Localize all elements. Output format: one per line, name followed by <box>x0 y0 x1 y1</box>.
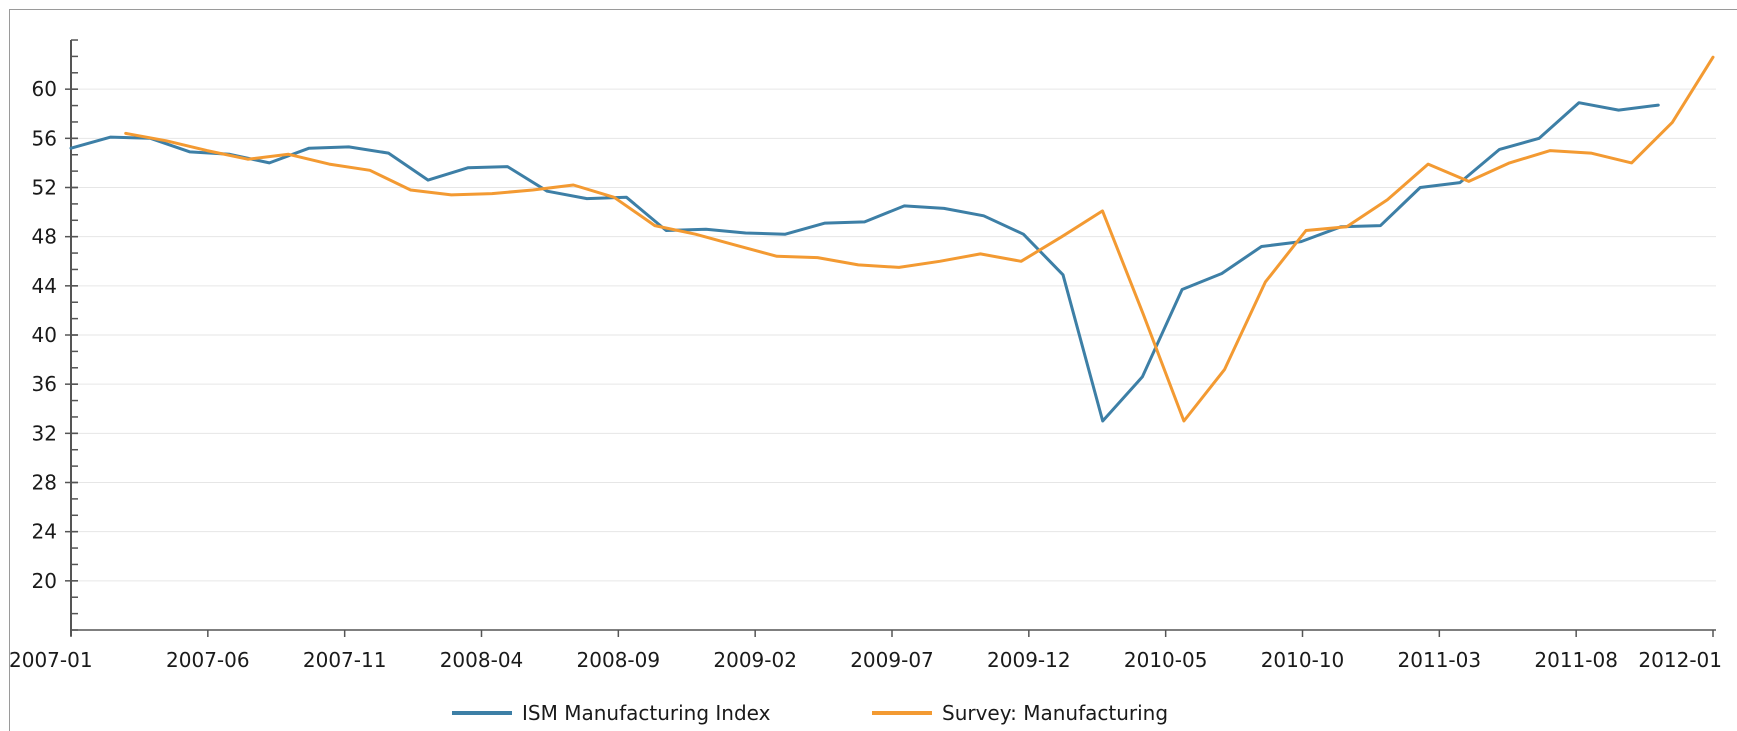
series-line-2 <box>124 55 1715 423</box>
series-line-1 <box>69 101 1660 423</box>
legend: ISM Manufacturing Index Survey: Manufactu… <box>452 701 1168 725</box>
x-tick-label: 2008-04 <box>440 648 524 672</box>
legend-label-2: Survey: Manufacturing <box>942 701 1168 725</box>
x-tick-label: 2009-02 <box>713 648 797 672</box>
x-tick-label: 2007-06 <box>166 648 250 672</box>
y-tick-label: 32 <box>32 421 57 445</box>
x-tick-label: 2009-12 <box>987 648 1071 672</box>
x-tick-label: 2009-07 <box>850 648 934 672</box>
y-tick-label: 20 <box>32 569 57 593</box>
y-tick-label: 40 <box>32 323 57 347</box>
x-tick-label: 2007-01 <box>9 648 93 672</box>
y-tick-label: 28 <box>32 471 57 495</box>
y-tick-label: 52 <box>32 176 57 200</box>
x-tick-label: 2011-03 <box>1398 648 1482 672</box>
x-tick-label: 2007-11 <box>303 648 387 672</box>
x-tick-label: 2008-09 <box>577 648 661 672</box>
y-tick-label: 44 <box>32 274 57 298</box>
x-tick-label: 2011-08 <box>1534 648 1618 672</box>
x-tick-label: 2010-10 <box>1261 648 1345 672</box>
grid-lines <box>71 88 1716 582</box>
legend-label-1: ISM Manufacturing Index <box>522 701 771 725</box>
y-tick-label: 56 <box>32 126 57 150</box>
chart-frame <box>9 9 1737 731</box>
y-tick-label: 60 <box>32 77 57 101</box>
x-axis: 2007-01 2007-06 2007-11 2008-04 2008-09 2009-… <box>9 629 1722 672</box>
y-tick-label: 24 <box>32 520 57 544</box>
y-axis: 20 24 28 32 36 40 44 48 52 56 60 <box>32 39 78 636</box>
x-tick-label: 2010-05 <box>1124 648 1208 672</box>
y-tick-label: 48 <box>32 225 57 249</box>
y-tick-label: 36 <box>32 372 57 396</box>
series-lines <box>69 55 1715 423</box>
x-tick-label: 2012-01 <box>1638 648 1722 672</box>
